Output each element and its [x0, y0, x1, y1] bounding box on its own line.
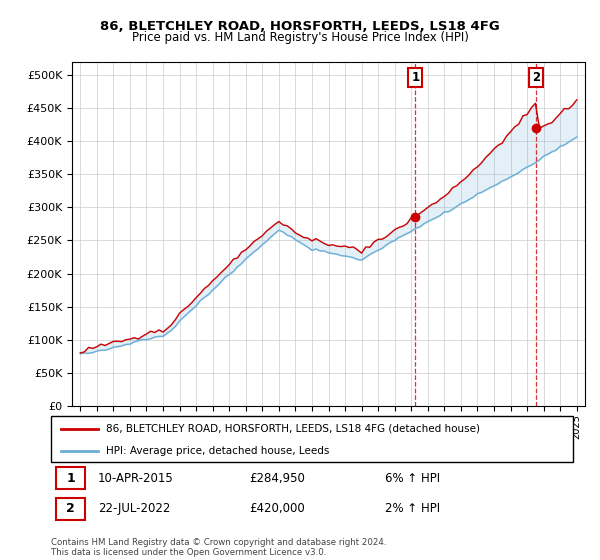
Text: 2: 2: [532, 71, 540, 83]
Text: 6% ↑ HPI: 6% ↑ HPI: [385, 472, 440, 485]
Text: £284,950: £284,950: [250, 472, 305, 485]
Bar: [56, 467, 85, 489]
Text: 2% ↑ HPI: 2% ↑ HPI: [385, 502, 440, 515]
Text: £420,000: £420,000: [250, 502, 305, 515]
Text: 22-JUL-2022: 22-JUL-2022: [98, 502, 170, 515]
Text: Price paid vs. HM Land Registry's House Price Index (HPI): Price paid vs. HM Land Registry's House …: [131, 31, 469, 44]
Text: HPI: Average price, detached house, Leeds: HPI: Average price, detached house, Leed…: [106, 446, 329, 455]
Text: 2: 2: [66, 502, 75, 515]
Bar: [56, 498, 85, 520]
Text: 86, BLETCHLEY ROAD, HORSFORTH, LEEDS, LS18 4FG: 86, BLETCHLEY ROAD, HORSFORTH, LEEDS, LS…: [100, 20, 500, 32]
Text: Contains HM Land Registry data © Crown copyright and database right 2024.
This d: Contains HM Land Registry data © Crown c…: [51, 538, 386, 557]
Text: 1: 1: [66, 472, 75, 485]
Text: 1: 1: [412, 71, 419, 83]
Text: 86, BLETCHLEY ROAD, HORSFORTH, LEEDS, LS18 4FG (detached house): 86, BLETCHLEY ROAD, HORSFORTH, LEEDS, LS…: [106, 424, 480, 434]
Text: 10-APR-2015: 10-APR-2015: [98, 472, 174, 485]
